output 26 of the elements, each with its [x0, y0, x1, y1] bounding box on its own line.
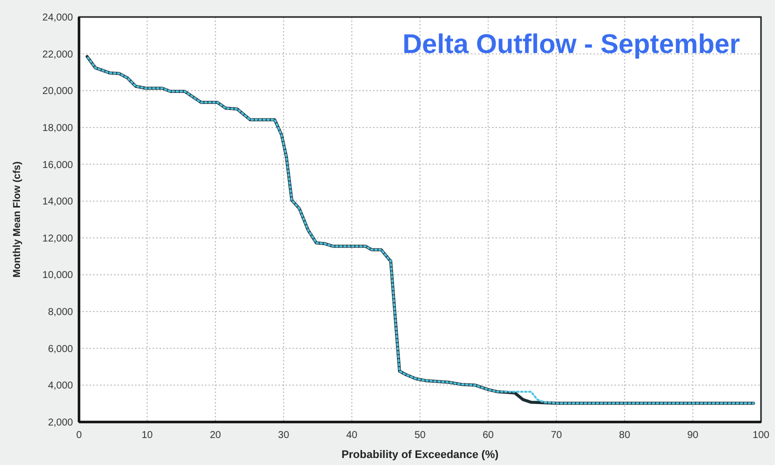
x-axis-title: Probability of Exceedance (%) [341, 449, 499, 461]
x-tick-label: 60 [482, 430, 494, 441]
x-tick-label: 40 [346, 430, 358, 441]
y-tick-label: 2,000 [48, 418, 74, 428]
y-tick-label: 20,000 [42, 86, 74, 98]
y-tick-label: 4,000 [48, 380, 74, 392]
y-tick-label: 6,000 [48, 344, 74, 355]
x-tick-label: 50 [414, 430, 426, 441]
x-tick-label: 80 [619, 430, 631, 441]
x-tick-label: 100 [752, 430, 770, 441]
y-tick-label: 8,000 [48, 307, 74, 318]
y-tick-label: 24,000 [42, 12, 74, 24]
x-tick-label: 90 [687, 430, 699, 441]
chart-title: Delta Outflow - September [402, 29, 740, 59]
y-tick-label: 10,000 [42, 270, 74, 282]
y-tick-label: 12,000 [42, 233, 74, 244]
y-tick-label: 18,000 [42, 122, 74, 134]
y-tick-label: 14,000 [42, 196, 74, 208]
x-tick-label: 0 [76, 430, 82, 441]
y-tick-label: 22,000 [42, 49, 74, 60]
x-tick-label: 70 [550, 430, 562, 441]
y-axis-title: Monthly Mean Flow (cfs) [12, 161, 23, 278]
y-tick-label: 16,000 [42, 160, 74, 171]
x-tick-label: 10 [142, 430, 154, 441]
x-tick-label: 20 [210, 430, 222, 441]
x-tick-label: 30 [278, 430, 290, 441]
